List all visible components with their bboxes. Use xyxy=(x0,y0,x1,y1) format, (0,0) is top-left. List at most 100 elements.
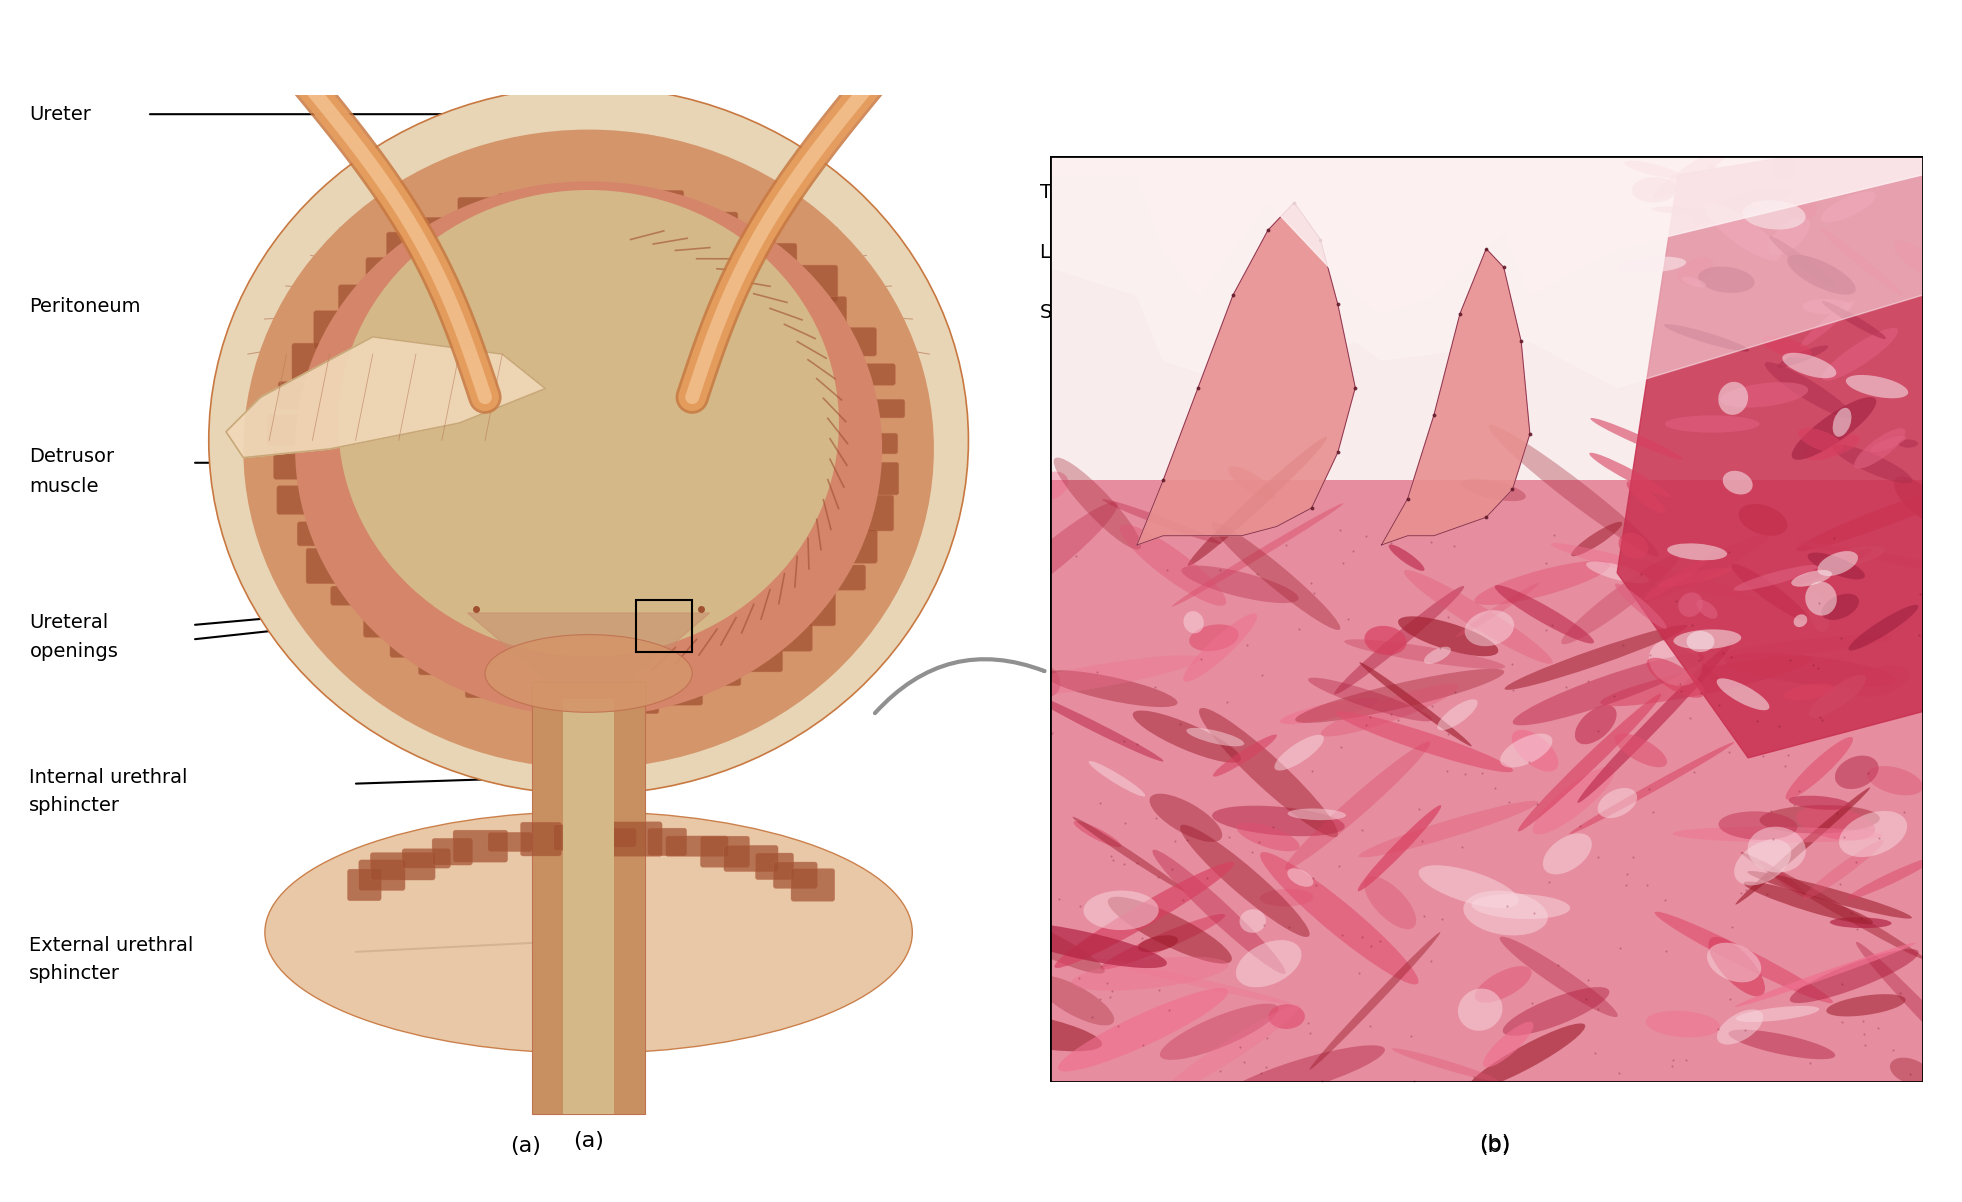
Text: muscle: muscle xyxy=(29,477,98,496)
Ellipse shape xyxy=(1817,551,1858,576)
Ellipse shape xyxy=(1868,766,1923,796)
FancyBboxPatch shape xyxy=(416,218,475,245)
Ellipse shape xyxy=(1734,839,1791,886)
Ellipse shape xyxy=(1848,605,1919,650)
Ellipse shape xyxy=(1391,1048,1499,1082)
Ellipse shape xyxy=(1619,532,1648,559)
Ellipse shape xyxy=(1654,143,1734,198)
Ellipse shape xyxy=(1742,201,1805,230)
Ellipse shape xyxy=(1468,1023,1585,1090)
Ellipse shape xyxy=(1723,471,1752,494)
Ellipse shape xyxy=(1646,657,1705,698)
FancyBboxPatch shape xyxy=(277,486,326,514)
Ellipse shape xyxy=(485,635,693,713)
Ellipse shape xyxy=(1211,522,1340,630)
FancyBboxPatch shape xyxy=(279,381,326,410)
Ellipse shape xyxy=(1664,325,1748,351)
Bar xyxy=(1050,480,1923,1082)
Ellipse shape xyxy=(1821,594,1860,620)
Ellipse shape xyxy=(1803,434,1860,460)
Ellipse shape xyxy=(1120,524,1226,606)
Ellipse shape xyxy=(1815,546,1885,569)
Ellipse shape xyxy=(942,1007,1103,1052)
Ellipse shape xyxy=(1091,957,1291,1004)
Ellipse shape xyxy=(1778,345,1829,368)
Ellipse shape xyxy=(1503,987,1609,1036)
FancyBboxPatch shape xyxy=(553,825,593,851)
Ellipse shape xyxy=(1807,553,1866,579)
FancyBboxPatch shape xyxy=(661,666,702,706)
Ellipse shape xyxy=(1456,583,1538,637)
Ellipse shape xyxy=(1287,809,1346,820)
Ellipse shape xyxy=(1717,635,1891,659)
Ellipse shape xyxy=(1821,228,1903,296)
Ellipse shape xyxy=(1848,665,1909,697)
Ellipse shape xyxy=(1615,733,1668,767)
Ellipse shape xyxy=(993,655,1201,697)
Ellipse shape xyxy=(1797,482,1962,552)
Ellipse shape xyxy=(1499,936,1619,1017)
FancyBboxPatch shape xyxy=(647,828,687,856)
FancyBboxPatch shape xyxy=(387,232,436,269)
Ellipse shape xyxy=(1513,730,1558,772)
Ellipse shape xyxy=(1781,352,1836,379)
Ellipse shape xyxy=(1532,767,1615,834)
Ellipse shape xyxy=(1475,966,1532,1002)
Ellipse shape xyxy=(1550,543,1756,601)
Ellipse shape xyxy=(1717,1010,1764,1045)
Ellipse shape xyxy=(1073,821,1120,847)
Polygon shape xyxy=(467,613,710,716)
Ellipse shape xyxy=(1854,428,1905,469)
Text: (b): (b) xyxy=(1479,1133,1511,1154)
Ellipse shape xyxy=(1821,191,1876,222)
Ellipse shape xyxy=(1071,957,1228,990)
Ellipse shape xyxy=(1721,382,1809,407)
Ellipse shape xyxy=(1320,684,1458,737)
Ellipse shape xyxy=(1358,805,1442,891)
Ellipse shape xyxy=(1570,742,1734,834)
Ellipse shape xyxy=(1591,418,1683,459)
Text: Ureteral: Ureteral xyxy=(29,613,108,632)
Ellipse shape xyxy=(1626,481,1666,513)
Ellipse shape xyxy=(1236,822,1299,851)
Ellipse shape xyxy=(1236,940,1301,987)
FancyBboxPatch shape xyxy=(520,822,561,856)
Ellipse shape xyxy=(1748,871,1911,918)
FancyBboxPatch shape xyxy=(498,194,545,219)
Ellipse shape xyxy=(243,130,934,768)
FancyBboxPatch shape xyxy=(716,227,775,249)
Ellipse shape xyxy=(1344,639,1505,670)
Ellipse shape xyxy=(1138,935,1177,952)
Ellipse shape xyxy=(208,87,969,795)
Ellipse shape xyxy=(1803,840,1884,899)
Ellipse shape xyxy=(1625,161,1681,178)
Ellipse shape xyxy=(1183,613,1258,682)
Ellipse shape xyxy=(294,182,883,716)
Ellipse shape xyxy=(1856,942,1962,1089)
Ellipse shape xyxy=(1054,458,1142,549)
Ellipse shape xyxy=(1678,257,1713,285)
Ellipse shape xyxy=(1744,881,1874,924)
FancyBboxPatch shape xyxy=(332,587,371,606)
Text: Peritoneum: Peritoneum xyxy=(29,297,141,316)
Ellipse shape xyxy=(1740,852,1925,959)
Ellipse shape xyxy=(1036,976,1114,1025)
Ellipse shape xyxy=(989,502,1118,609)
FancyBboxPatch shape xyxy=(755,853,793,880)
Text: sphincter: sphincter xyxy=(29,796,120,815)
Ellipse shape xyxy=(1899,440,1919,447)
Ellipse shape xyxy=(1438,700,1477,731)
Ellipse shape xyxy=(1577,642,1732,803)
Ellipse shape xyxy=(1585,561,1648,583)
Text: Internal urethral: Internal urethral xyxy=(29,768,188,787)
Ellipse shape xyxy=(1279,698,1379,724)
Text: (a): (a) xyxy=(573,1131,604,1152)
Bar xyxy=(636,600,693,651)
Ellipse shape xyxy=(1717,678,1770,710)
Ellipse shape xyxy=(1275,734,1324,770)
Ellipse shape xyxy=(1736,1006,1819,1022)
Ellipse shape xyxy=(1054,862,1234,968)
Ellipse shape xyxy=(1893,476,1944,524)
FancyBboxPatch shape xyxy=(867,433,899,454)
FancyBboxPatch shape xyxy=(365,257,394,290)
